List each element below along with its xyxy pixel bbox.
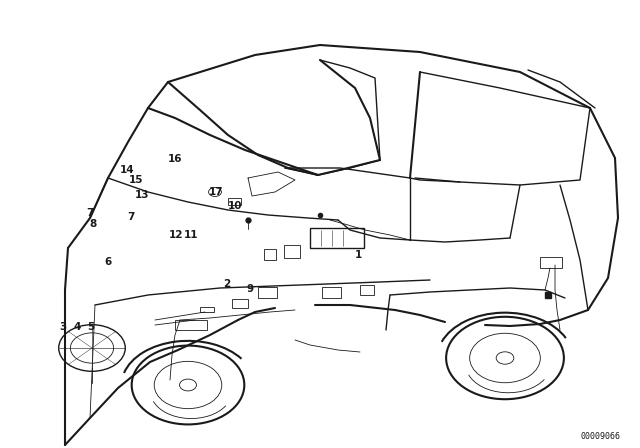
Bar (284, 245, 300, 258)
Text: 2: 2 (223, 280, 231, 289)
Bar (540, 257, 563, 268)
Bar (228, 198, 241, 205)
Text: 9: 9 (246, 284, 253, 294)
Bar (310, 228, 364, 248)
Text: 17: 17 (209, 187, 223, 197)
Bar (264, 249, 275, 260)
Bar (232, 299, 248, 308)
Text: 5: 5 (87, 322, 95, 332)
Text: 6: 6 (104, 257, 111, 267)
Text: 16: 16 (168, 154, 182, 164)
Bar (258, 287, 277, 298)
Text: 3: 3 (59, 322, 67, 332)
Bar (322, 287, 341, 298)
Text: 7: 7 (127, 212, 135, 222)
Text: 1: 1 (355, 250, 362, 260)
Bar (175, 320, 207, 330)
Text: 10: 10 (228, 201, 243, 211)
Text: 4: 4 (73, 322, 81, 332)
Text: 15: 15 (129, 175, 143, 185)
Text: 8: 8 (89, 219, 97, 229)
Bar (200, 306, 214, 312)
Bar (360, 285, 374, 295)
Text: 13: 13 (135, 190, 149, 200)
Text: 00009066: 00009066 (581, 432, 621, 441)
Text: 14: 14 (120, 165, 134, 175)
Text: 7: 7 (86, 208, 93, 218)
Text: 12: 12 (169, 230, 183, 240)
Text: 11: 11 (184, 230, 198, 240)
